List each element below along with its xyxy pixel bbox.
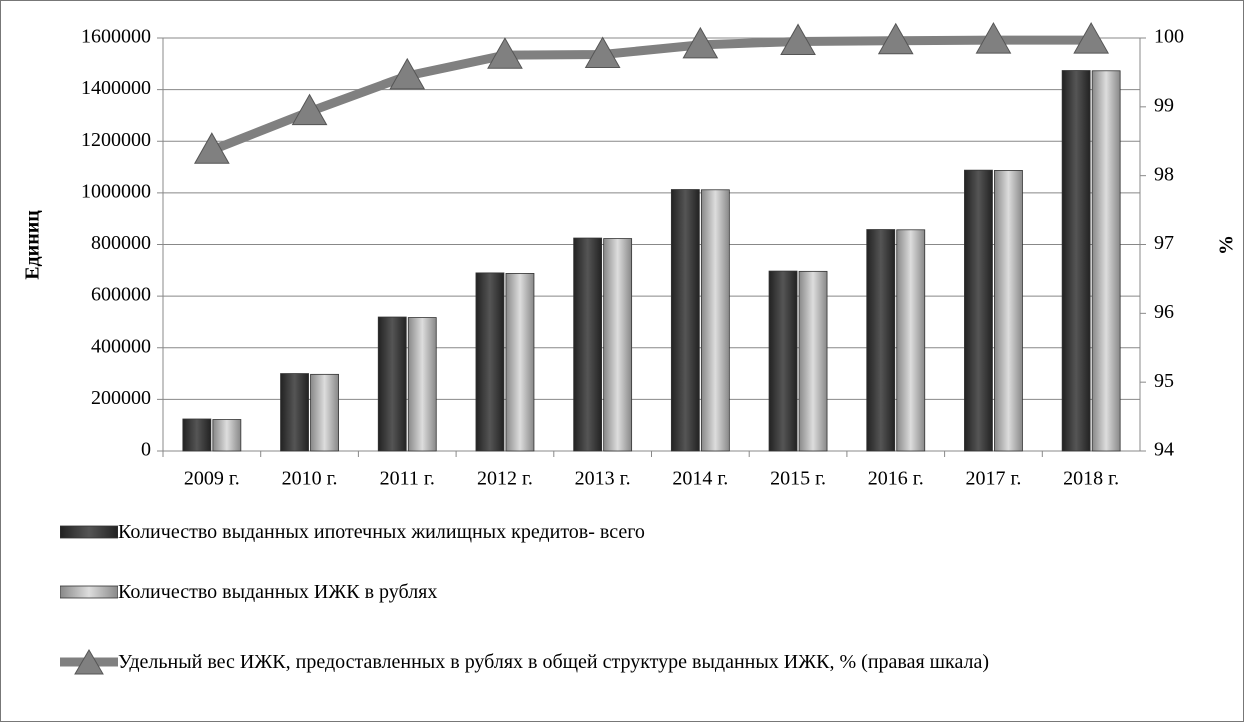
y-tick-label: 1400000 [81, 77, 151, 99]
bar [700, 189, 730, 452]
x-tick-label: 2018 г. [1063, 468, 1119, 490]
legend-box [60, 525, 118, 539]
line-marker [487, 37, 523, 69]
y-axis-label: Единиц [22, 210, 44, 280]
y-tick-label: 600000 [91, 284, 151, 306]
x-tick-label: 2009 г. [184, 468, 240, 490]
line-marker [193, 132, 230, 164]
line-marker [975, 22, 1012, 54]
bar [212, 419, 242, 452]
line-marker [877, 22, 914, 55]
legend-box [60, 585, 118, 599]
bar [475, 272, 505, 452]
legend-label: Удельный вес ИЖК, предоставленных в рубл… [118, 651, 990, 673]
bar [670, 189, 700, 452]
y2-axis-label: % [1216, 235, 1238, 255]
y2-tick-label: 95 [1154, 370, 1174, 392]
y-tick-label: 1600000 [81, 26, 151, 48]
x-tick-label: 2011 г. [380, 468, 435, 490]
legend-label: Количество выданных ИЖК в рублях [118, 581, 438, 603]
x-tick-label: 2016 г. [868, 468, 924, 490]
bar [798, 270, 828, 452]
line-marker [389, 57, 426, 90]
y2-tick-label: 100 [1154, 26, 1184, 48]
legend-marker [74, 649, 104, 675]
line-marker [1073, 22, 1110, 54]
bar [994, 170, 1023, 452]
x-tick-label: 2015 г. [770, 468, 826, 490]
y-tick-label: 0 [141, 439, 151, 461]
bar [505, 273, 535, 452]
x-tick-label: 2010 г. [282, 468, 338, 490]
line-marker [584, 36, 621, 69]
legend-entry: Удельный вес ИЖК, предоставленных в рубл… [60, 648, 1228, 676]
bar [280, 373, 309, 452]
x-tick-label: 2014 г. [672, 468, 728, 490]
x-tick-label: 2017 г. [965, 468, 1021, 490]
y2-tick-label: 99 [1154, 94, 1174, 116]
y-tick-label: 200000 [91, 387, 151, 409]
bar [603, 238, 633, 452]
y2-tick-label: 98 [1154, 163, 1174, 185]
line-marker [291, 93, 328, 126]
bar [573, 237, 603, 452]
legend-entry: Количество выданных ИЖК в рублях [60, 578, 1228, 606]
y2-tick-label: 96 [1154, 301, 1174, 323]
legend-entry: Количество выданных ипотечных жилищных к… [60, 518, 1228, 546]
legend-swatch [60, 649, 118, 675]
legend-swatch [60, 585, 118, 599]
legend-swatch [60, 525, 118, 539]
bar [1091, 70, 1121, 452]
y2-tick-label: 94 [1154, 439, 1174, 461]
bar [866, 229, 896, 452]
line-marker [780, 23, 816, 55]
y-tick-label: 800000 [91, 232, 151, 254]
line-marker [682, 26, 719, 59]
y2-tick-label: 97 [1154, 232, 1174, 254]
bar [964, 169, 993, 452]
y-tick-label: 1000000 [81, 180, 151, 202]
x-tick-label: 2013 г. [575, 468, 631, 490]
bar [377, 316, 407, 452]
bar [896, 229, 926, 452]
bar [768, 270, 798, 452]
bar [407, 317, 437, 452]
bar [182, 418, 212, 452]
y-tick-label: 1200000 [81, 129, 151, 151]
bar [310, 373, 339, 452]
x-tick-label: 2012 г. [477, 468, 533, 490]
y-tick-label: 400000 [91, 335, 151, 357]
bar [1061, 70, 1091, 452]
line-series [210, 35, 1092, 155]
legend-label: Количество выданных ипотечных жилищных к… [118, 521, 645, 543]
